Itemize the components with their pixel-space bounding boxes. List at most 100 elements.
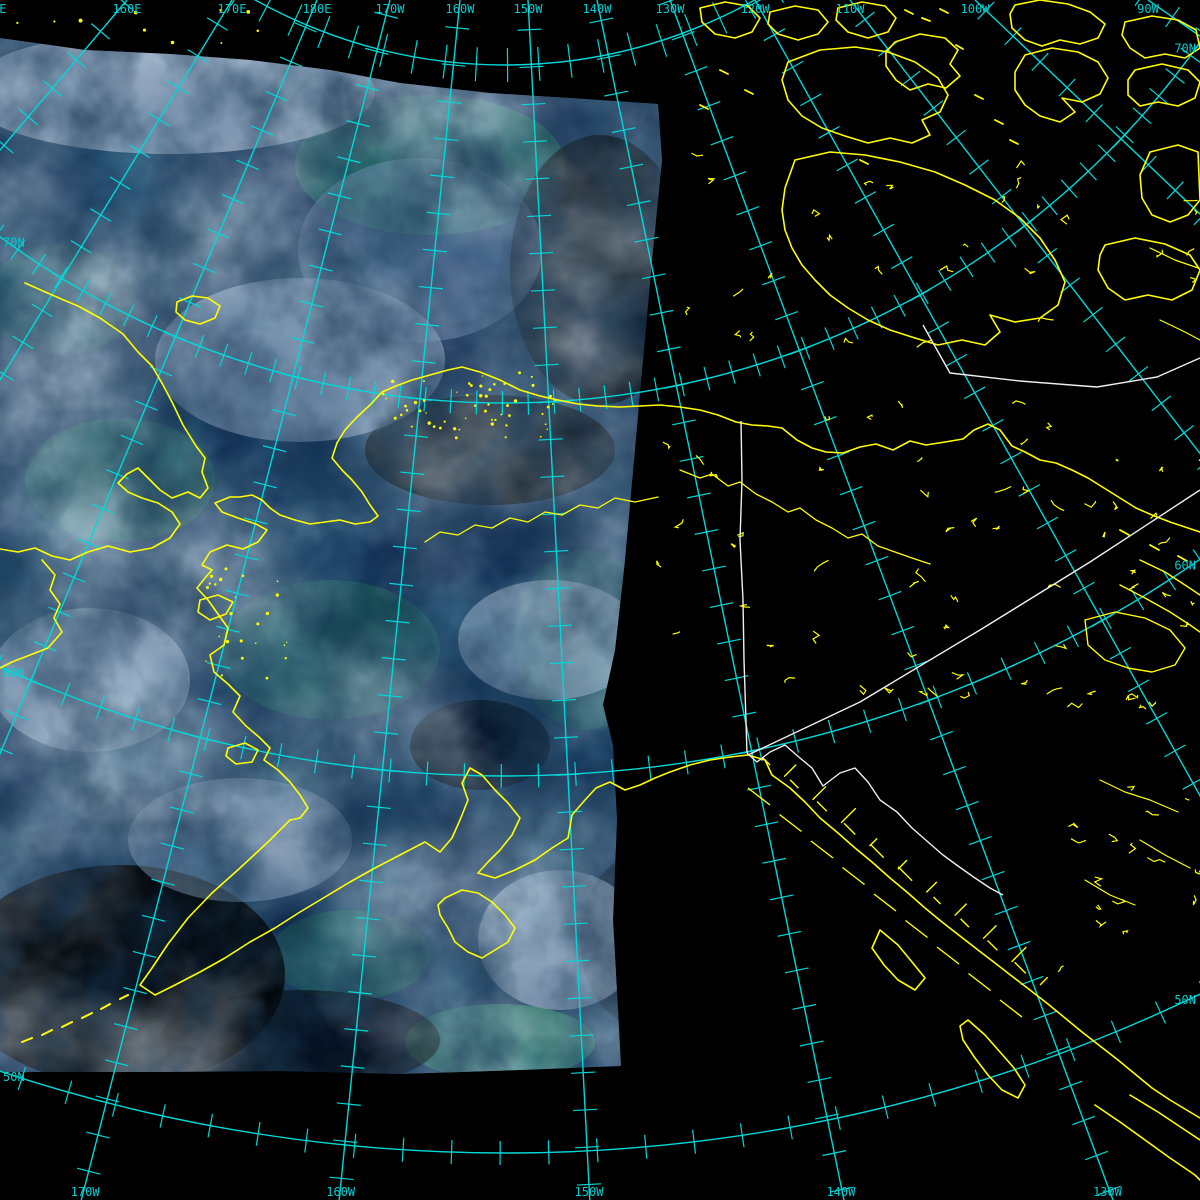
- longitude-tick: [537, 763, 540, 788]
- latitude-tick: [279, 56, 303, 67]
- latitude-tick: [754, 821, 779, 828]
- longitude-tick: [401, 1137, 405, 1162]
- island-bathurst-group: [1009, 0, 1106, 47]
- rivers-bc-interior: [1084, 247, 1200, 906]
- latitude-tick: [1145, 711, 1168, 725]
- latitude-tick: [575, 1145, 600, 1149]
- longitude-tick: [527, 390, 530, 415]
- longitude-label-top: 120W: [741, 2, 771, 16]
- longitude-label-top: 90W: [1137, 2, 1159, 16]
- latitude-tick: [710, 136, 734, 146]
- longitude-tick: [1000, 657, 1012, 680]
- latitude-tick: [839, 485, 863, 496]
- island-haida-gwaii: [959, 1019, 1026, 1099]
- latitude-tick: [1085, 104, 1103, 123]
- latitude-tick: [891, 625, 915, 636]
- latitude-tick: [826, 450, 850, 461]
- latitude-tick: [813, 415, 837, 426]
- longitude-tick: [824, 327, 835, 350]
- latitude-tick: [763, 28, 786, 42]
- latitude-tick: [553, 736, 578, 739]
- latitude-tick: [4, 709, 28, 721]
- parallel-arc: [253, 0, 757, 66]
- latitude-tick: [1054, 549, 1077, 562]
- latitude-tick: [1085, 1150, 1108, 1161]
- latitude-tick: [800, 93, 822, 107]
- longitude-label-top: 170E: [218, 2, 247, 16]
- latitude-tick: [344, 1028, 369, 1032]
- meridian-line: [527, 0, 591, 1200]
- longitude-tick: [684, 14, 698, 47]
- latitude-label-left: 60N: [3, 666, 25, 680]
- latitude-tick: [1166, 181, 1184, 200]
- longitude-tick: [678, 372, 685, 397]
- latitude-tick: [775, 310, 798, 321]
- island-nunivak: [225, 742, 259, 765]
- latitude-tick: [187, 49, 209, 63]
- longitude-tick: [1041, 196, 1058, 216]
- latitude-tick: [634, 236, 659, 243]
- longitude-tick: [146, 315, 158, 338]
- longitude-tick: [547, 1140, 550, 1165]
- latitude-tick: [1031, 52, 1049, 71]
- latitude-tick: [649, 309, 674, 316]
- latitude-tick: [299, 300, 324, 308]
- longitude-tick: [574, 761, 577, 786]
- river-yukon-canada: [679, 469, 931, 565]
- longitude-tick: [1079, 162, 1097, 181]
- longitude-label-bottom: 170W: [71, 1185, 101, 1199]
- latitude-tick: [120, 434, 144, 446]
- latitude-tick: [529, 251, 554, 255]
- latitude-tick: [589, 17, 614, 24]
- longitude-tick: [728, 360, 736, 384]
- parallel-arc: [0, 41, 1200, 404]
- latitude-tick: [697, 101, 721, 111]
- latitude-tick: [814, 1113, 839, 1120]
- island-banks: [781, 46, 949, 144]
- latitude-tick: [854, 191, 877, 204]
- longitude-tick: [425, 761, 429, 786]
- latitude-label-right: 70N: [1174, 41, 1196, 55]
- longitude-tick: [111, 1093, 119, 1117]
- latitude-tick: [340, 1065, 365, 1069]
- latitude-tick: [1134, 0, 1140, 6]
- latitude-tick: [33, 641, 57, 652]
- latitude-tick: [167, 80, 190, 95]
- latitude-tick: [852, 520, 876, 531]
- longitude-tick: [450, 1140, 453, 1165]
- latitude-tick: [70, 240, 92, 254]
- latitude-tick: [234, 553, 259, 561]
- latitude-tick: [396, 508, 421, 513]
- latitude-tick: [430, 174, 455, 179]
- longitude-tick: [752, 353, 761, 377]
- latitude-tick: [132, 950, 157, 959]
- longitude-tick: [1195, 27, 1200, 32]
- panhandle-fjords: [747, 757, 1049, 1018]
- latitude-tick: [104, 1059, 129, 1067]
- satellite-swath-imagery: [0, 38, 662, 1074]
- longitude-tick: [1021, 212, 1038, 232]
- latitude-tick: [1036, 516, 1059, 530]
- longitude-tick: [1162, 569, 1177, 591]
- latitude-tick: [250, 125, 274, 136]
- latitude-tick: [151, 878, 175, 886]
- latitude-tick: [318, 228, 343, 236]
- latitude-tick: [930, 730, 953, 741]
- longitude-tick: [537, 46, 541, 81]
- latitude-tick: [891, 256, 913, 269]
- longitude-tick: [628, 381, 634, 406]
- longitude-tick: [64, 1080, 73, 1104]
- longitude-tick: [54, 267, 68, 289]
- latitude-tick: [565, 959, 590, 963]
- latitude-tick: [0, 141, 14, 154]
- latitude-tick: [366, 805, 391, 810]
- longitude-tick: [578, 387, 582, 412]
- longitude-tick: [345, 376, 352, 401]
- longitude-tick: [980, 242, 996, 263]
- longitude-tick: [974, 1069, 983, 1093]
- longitude-tick: [449, 389, 453, 414]
- latitude-tick: [207, 661, 231, 670]
- latitude-tick: [865, 555, 889, 566]
